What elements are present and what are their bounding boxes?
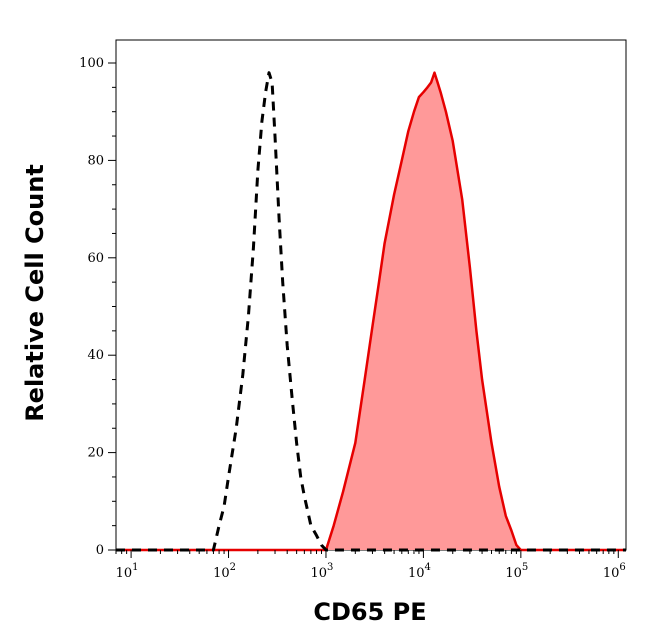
x-tick-exponent: 2 [230, 562, 236, 573]
x-tick-exponent: 6 [619, 562, 625, 573]
x-tick-label: 106 [603, 562, 626, 581]
series-layer [116, 71, 626, 552]
series-fill-area [116, 72, 626, 550]
y-tick-label: 100 [79, 56, 104, 71]
series-line-filled [116, 71, 626, 552]
y-tick-label: 80 [87, 153, 104, 168]
x-tick-label: 101 [116, 562, 139, 581]
x-tick-label: 103 [311, 562, 334, 581]
y-tick-label: 60 [87, 251, 104, 266]
x-tick-label: 105 [505, 562, 528, 581]
x-tick-label: 102 [213, 562, 236, 581]
x-tick-exponent: 3 [327, 562, 333, 573]
x-tick-label: 104 [408, 562, 431, 581]
y-tick-label: 0 [96, 543, 104, 558]
y-tick-label: 20 [87, 446, 104, 461]
y-tick-label: 40 [87, 348, 104, 363]
x-tick-exponent: 4 [424, 562, 430, 573]
x-tick-exponent: 5 [522, 562, 528, 573]
series-line-dashed [116, 71, 626, 552]
x-tick-exponent: 1 [132, 562, 138, 573]
x-axis-title: CD65 PE [313, 598, 426, 626]
y-axis-title: Relative Cell Count [21, 164, 49, 422]
